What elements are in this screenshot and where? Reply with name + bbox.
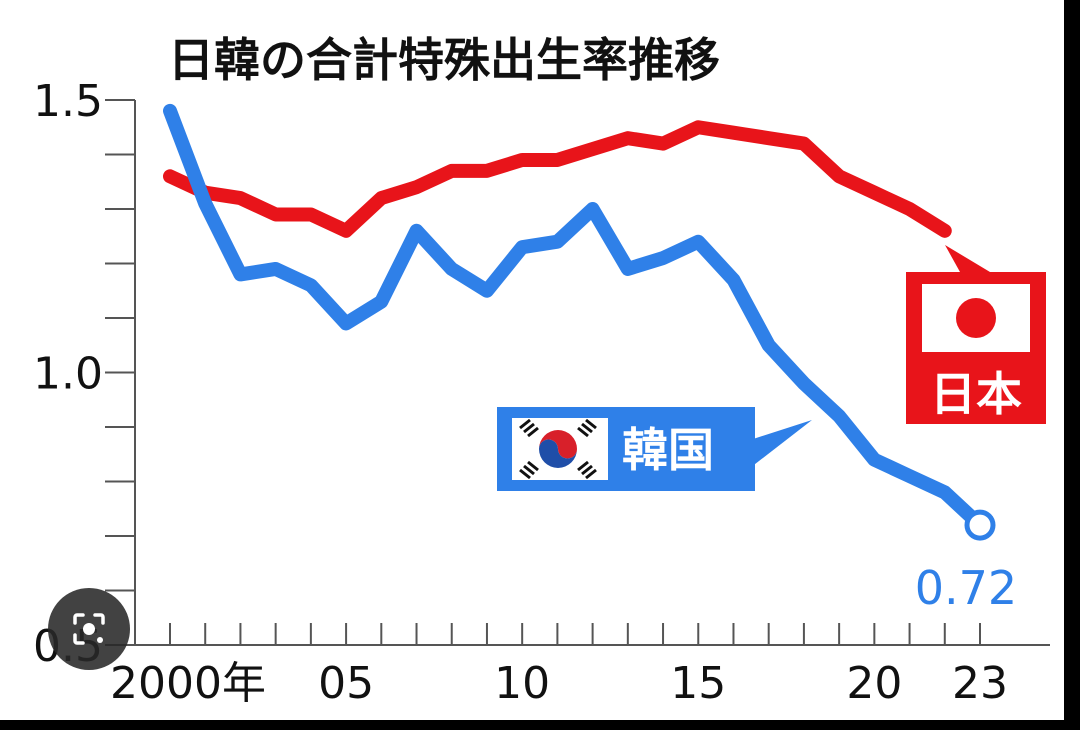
x-tick-label: 15 xyxy=(670,658,726,709)
chart: 日韓の合計特殊出生率推移 1.51.00.52000年0510152023 日本 xyxy=(33,33,1050,709)
chart-frame: 日韓の合計特殊出生率推移 1.51.00.52000年0510152023 日本 xyxy=(0,0,1064,720)
legend-korea-label: 韓国 xyxy=(622,423,714,477)
x-tick-label: 05 xyxy=(318,658,374,709)
japan-flag-icon xyxy=(922,284,1030,352)
series-layer xyxy=(163,103,996,541)
series-line-korea xyxy=(163,103,987,533)
legend-korea: 韓国 xyxy=(497,407,812,491)
legend-japan: 日本 xyxy=(906,245,1046,424)
x-tick-label: 23 xyxy=(952,658,1008,709)
y-tick-label: 1.0 xyxy=(33,349,103,400)
x-tick-label: 2000年 xyxy=(110,658,266,709)
x-tick-label: 10 xyxy=(494,658,550,709)
legend-japan-pointer xyxy=(945,245,990,272)
legend-japan-label: 日本 xyxy=(930,367,1022,421)
end-value-label: 0.72 xyxy=(915,561,1017,615)
x-tick-label: 20 xyxy=(846,658,902,709)
korea-end-marker xyxy=(964,509,996,541)
lens-search-button[interactable] xyxy=(48,588,130,670)
y-tick-label: 1.5 xyxy=(33,76,103,127)
korea-flag-icon xyxy=(512,418,608,480)
series-line-japan xyxy=(163,120,952,238)
chart-title: 日韓の合計特殊出生率推移 xyxy=(168,33,720,87)
lens-search-icon xyxy=(73,613,105,645)
legend-korea-pointer xyxy=(750,420,812,468)
